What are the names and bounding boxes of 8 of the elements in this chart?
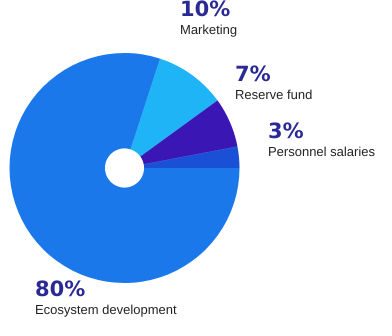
- data-label: 80%: [35, 276, 86, 301]
- slice-label: Ecosystem development: [35, 302, 178, 318]
- slice-label: Reserve fund: [235, 87, 312, 102]
- slice-label: Marketing: [180, 22, 238, 38]
- data-label: 7%: [235, 62, 271, 86]
- slice-label: Personnel salaries: [268, 144, 376, 160]
- data-label: 3%: [268, 118, 304, 143]
- data-label: 10%: [180, 0, 230, 21]
